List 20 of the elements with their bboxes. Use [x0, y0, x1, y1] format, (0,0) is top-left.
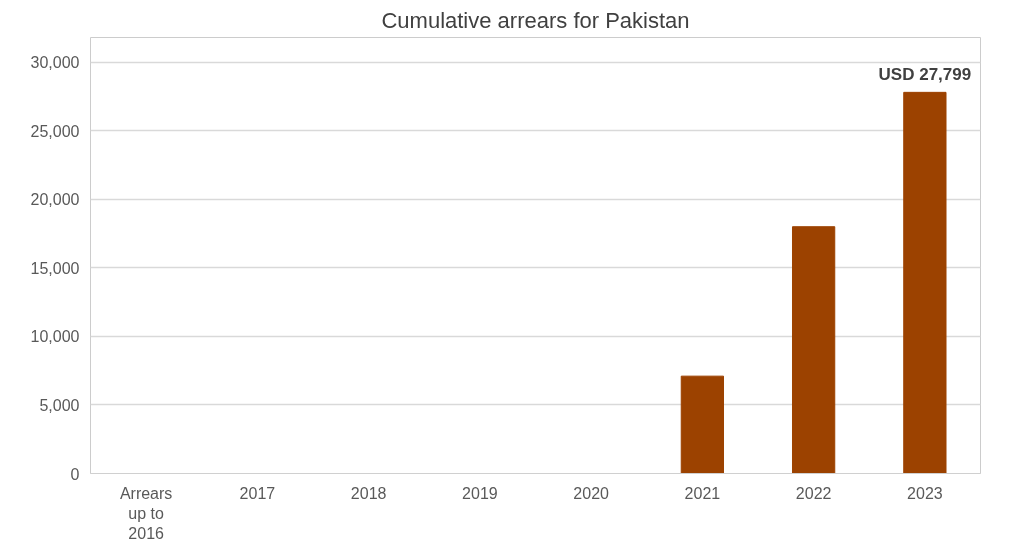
bar: [680, 375, 725, 474]
bar: [791, 226, 836, 474]
x-tick-label: 2019: [462, 484, 498, 502]
x-tick-label: 2018: [350, 484, 387, 502]
data-label: USD 27,799: [878, 65, 972, 85]
y-tick-label: 15,000: [30, 259, 80, 277]
x-tick-label: Arrears up to 2016: [119, 484, 173, 543]
x-tick-label: 2022: [795, 484, 832, 502]
y-tick-label: 5,000: [39, 396, 80, 414]
chart-title: Cumulative arrears for Pakistan: [381, 7, 690, 33]
x-tick-label: 2021: [684, 484, 721, 502]
y-tick-label: 25,000: [30, 122, 80, 140]
x-tick-label: 2023: [907, 484, 943, 502]
x-tick-label: 2020: [573, 484, 610, 502]
x-tick-label: 2017: [239, 484, 276, 502]
y-tick-label: 30,000: [30, 54, 80, 72]
bar: [903, 91, 947, 474]
y-tick-label: 20,000: [30, 191, 80, 209]
y-tick-label: 10,000: [30, 328, 80, 346]
y-tick-label: 0: [70, 465, 80, 483]
